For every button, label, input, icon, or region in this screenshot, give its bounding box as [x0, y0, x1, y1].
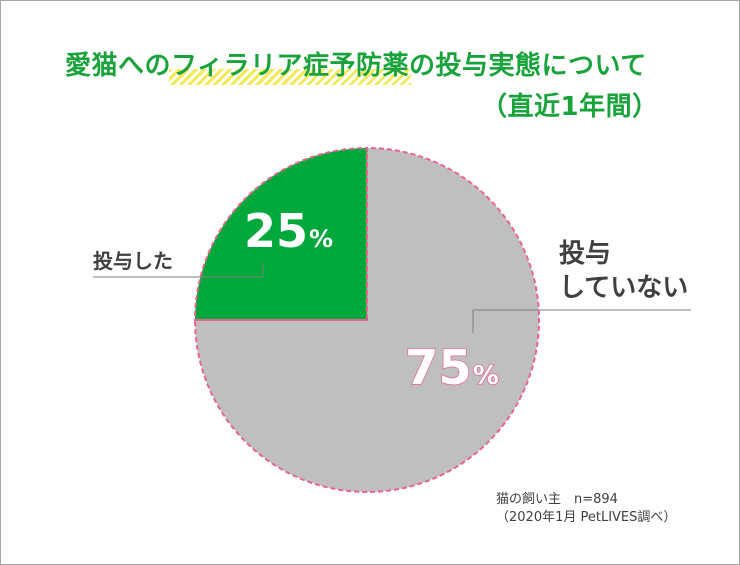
leader-line-not-given [472, 309, 691, 333]
data-label-given-unit: % [309, 225, 334, 253]
source-note-line-2: （2020年1月 PetLIVES調べ） [496, 510, 677, 525]
slice-label-not-given-line-1: 投与 [559, 239, 612, 269]
slice-label-not-given-line-2: していない [559, 273, 689, 303]
pie-slice-not-given-border [193, 146, 540, 493]
pie-slice-given-border [193, 146, 368, 321]
title-prefix: 愛猫への [65, 51, 172, 81]
data-label-not-given: 75% [404, 339, 500, 397]
data-label-given: 25% [244, 204, 333, 258]
title-highlight: フィラリア症予防薬 [171, 51, 409, 81]
data-label-not-given-unit: % [472, 360, 500, 392]
slice-label-given: 投与した [93, 249, 173, 273]
title-suffix: の投与実態について [409, 51, 647, 81]
chart-title-line-1: 愛猫へのフィラリア症予防薬の投与実態について [65, 45, 647, 82]
chart-title-line-2: （直近1年間） [481, 92, 659, 122]
data-label-given-value: 25 [244, 204, 309, 258]
slice-label-not-given: 投与 していない [559, 237, 688, 305]
source-note: 猫の飼い主 n=894 （2020年1月 PetLIVES調べ） [496, 491, 676, 527]
leader-line-given [93, 263, 264, 278]
source-note-line-1: 猫の飼い主 n=894 [496, 492, 618, 507]
data-label-not-given-value: 75 [404, 339, 472, 397]
